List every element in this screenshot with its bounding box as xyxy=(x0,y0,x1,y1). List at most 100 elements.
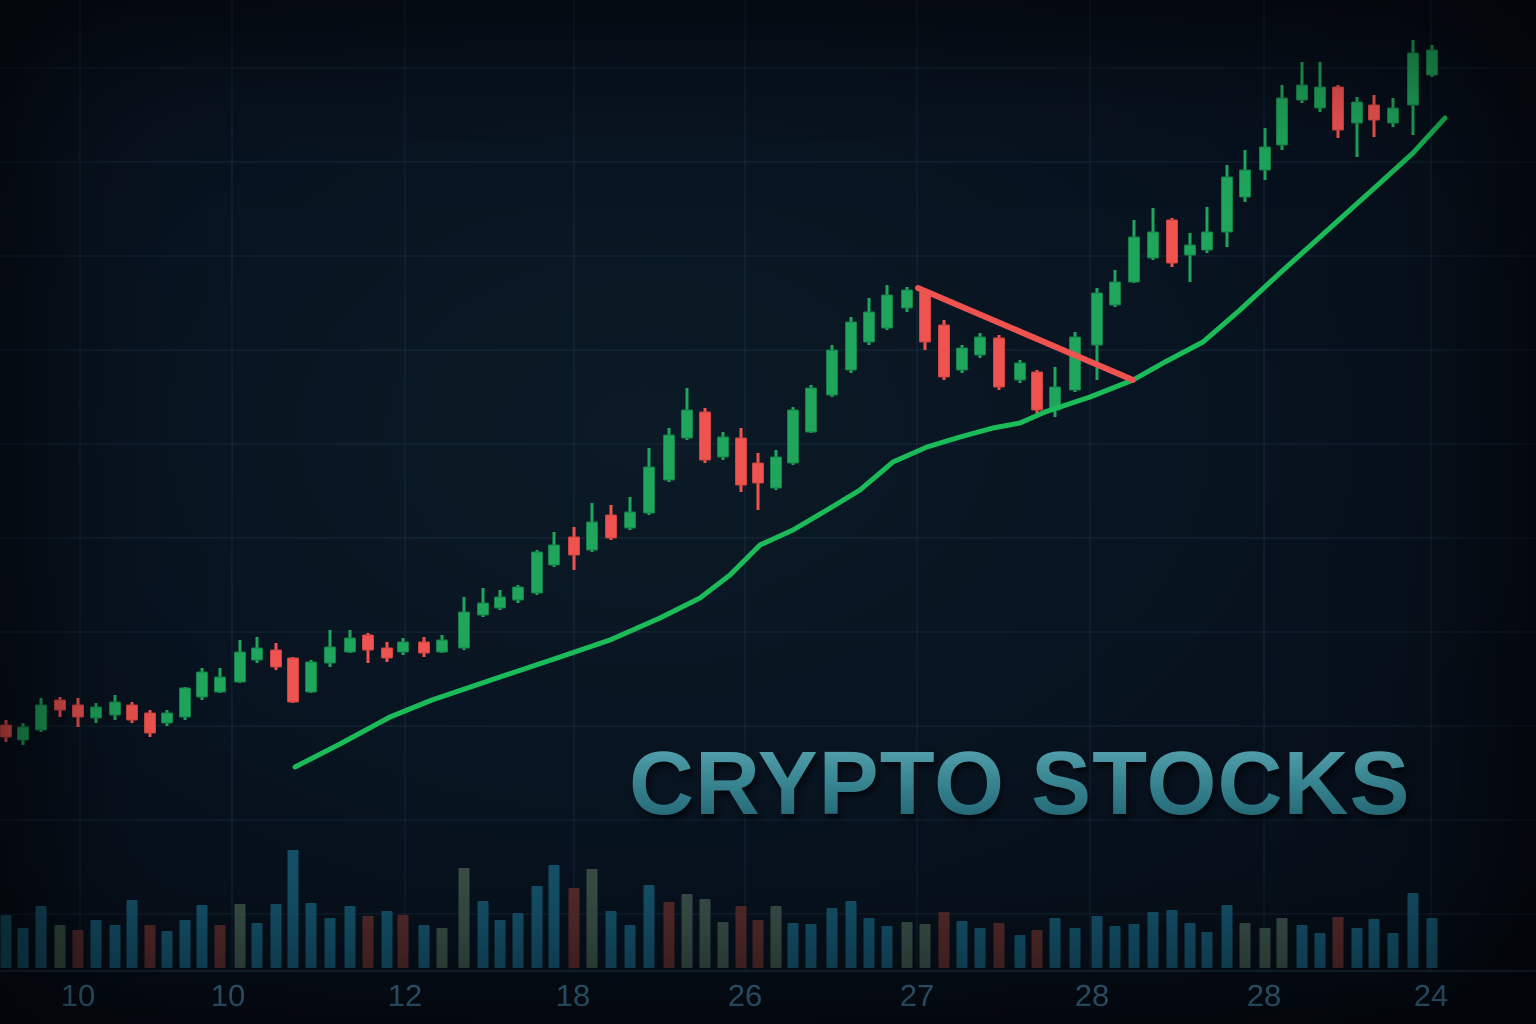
volume-bar xyxy=(681,894,693,968)
volume-bar xyxy=(1031,930,1043,968)
watermark-title: CRYPTO STOCKS xyxy=(629,734,1411,834)
candle-down xyxy=(605,514,617,539)
candle-up xyxy=(161,712,173,724)
volume-bar xyxy=(974,928,986,968)
volume-bar xyxy=(805,924,817,968)
volume-bar xyxy=(1091,916,1103,968)
candle-up xyxy=(109,701,121,716)
volume-bar xyxy=(717,922,729,968)
candle-down xyxy=(0,724,12,738)
volume-bar xyxy=(35,906,47,968)
candle-down xyxy=(54,699,66,711)
candle-down xyxy=(270,649,282,668)
candle-up xyxy=(458,611,470,649)
volume-bar xyxy=(752,920,764,968)
x-tick-label: 10 xyxy=(211,978,245,1013)
volume-bar xyxy=(1184,923,1196,968)
ma-line xyxy=(292,115,1448,770)
candle-up xyxy=(1128,236,1140,283)
candle-up xyxy=(1426,49,1438,76)
candle-up xyxy=(845,321,857,371)
candle-up xyxy=(681,409,693,439)
volume-bar xyxy=(956,921,968,968)
volume-bar xyxy=(624,925,636,968)
volume-bar xyxy=(1426,918,1438,968)
candle-up xyxy=(1387,107,1399,124)
candle-down xyxy=(126,704,138,721)
candle-down xyxy=(735,437,747,486)
candle-up xyxy=(344,637,356,653)
candle-up xyxy=(1091,292,1103,346)
volume-bar xyxy=(919,924,931,968)
candle-down xyxy=(1166,219,1178,264)
volume-bar xyxy=(54,925,66,968)
x-tick-label: 27 xyxy=(900,978,934,1013)
volume-bar xyxy=(1014,935,1026,968)
volume-bar xyxy=(458,868,470,968)
volume-bar xyxy=(1049,918,1061,968)
candle-down xyxy=(418,641,430,654)
candle-up xyxy=(436,639,448,653)
candle-up xyxy=(663,434,675,481)
candle-up xyxy=(1147,231,1159,259)
volume-bar xyxy=(144,925,156,968)
volume-bar xyxy=(568,888,580,968)
candle-down xyxy=(993,337,1005,388)
trend-line xyxy=(915,285,1136,383)
candle-down xyxy=(362,634,374,651)
volume-bar xyxy=(1221,905,1233,968)
candle-up xyxy=(974,336,986,356)
volume-bar xyxy=(1351,928,1363,968)
volume-bar xyxy=(548,865,560,968)
candle-down xyxy=(699,411,711,461)
candle-up xyxy=(881,294,893,329)
candle-up xyxy=(787,409,799,464)
candle-down xyxy=(381,647,393,659)
volume-bar xyxy=(418,925,430,968)
volume-bar xyxy=(605,911,617,968)
volume-bar xyxy=(126,900,138,968)
volume-bar xyxy=(161,931,173,968)
volume-bar xyxy=(901,922,913,968)
volume-bar xyxy=(826,908,838,968)
volume-bar xyxy=(381,911,393,968)
volume-bar xyxy=(512,913,524,968)
volume-bar xyxy=(1368,919,1380,968)
volume-bar xyxy=(1407,893,1419,968)
candle-up xyxy=(1069,336,1081,391)
volume-bar xyxy=(305,903,317,968)
volume-bar xyxy=(1069,928,1081,968)
volume-bar xyxy=(735,906,747,968)
candle-up xyxy=(251,647,263,661)
volume-bar xyxy=(1332,917,1344,968)
volume-bar xyxy=(845,901,857,968)
candle-up xyxy=(586,521,598,551)
candle-up xyxy=(770,456,782,489)
candle-down xyxy=(938,324,950,378)
candle-up xyxy=(1407,52,1419,106)
volume-bar xyxy=(287,850,299,968)
volume-bar xyxy=(663,902,675,968)
candle-up xyxy=(17,726,29,741)
volume-bar xyxy=(787,923,799,968)
x-tick-label: 28 xyxy=(1247,978,1281,1013)
x-tick-label: 10 xyxy=(61,978,95,1013)
candle-up xyxy=(643,466,655,514)
volume-bar xyxy=(531,886,543,968)
candle-up xyxy=(717,436,729,458)
volume-bar xyxy=(1166,910,1178,968)
candle-up xyxy=(1259,146,1271,171)
candle-up xyxy=(1314,86,1326,109)
x-tick-label: 28 xyxy=(1075,978,1109,1013)
candle-down xyxy=(919,291,931,343)
candle-up xyxy=(1239,169,1251,198)
x-tick-label: 12 xyxy=(388,978,422,1013)
candle-up xyxy=(901,289,913,309)
volume-bar xyxy=(1259,928,1271,968)
volume-bar xyxy=(90,920,102,968)
candle-down xyxy=(1368,104,1380,121)
volume-bar xyxy=(17,928,29,968)
candle-up xyxy=(234,651,246,683)
x-tick-label: 24 xyxy=(1414,978,1448,1013)
